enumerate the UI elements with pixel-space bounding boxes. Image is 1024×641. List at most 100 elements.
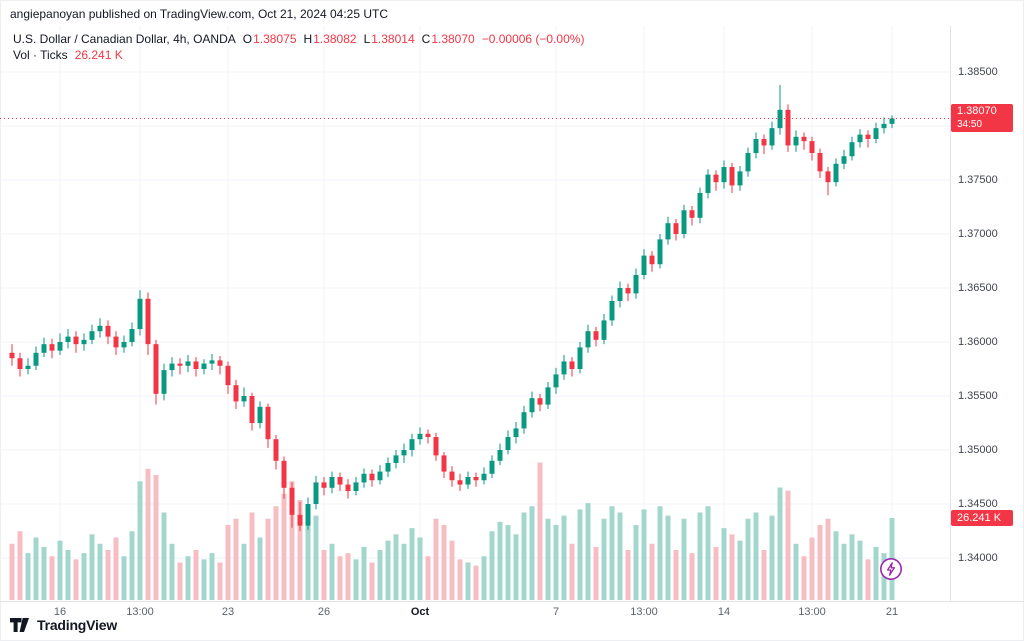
time-tick-label: Oct xyxy=(410,606,430,618)
volume-bar xyxy=(545,518,551,600)
candle-body xyxy=(121,342,127,348)
legend-symbol-row: U.S. Dollar / Canadian Dollar, 4h, OANDA… xyxy=(13,31,584,47)
candle-body xyxy=(169,363,175,371)
volume-bar xyxy=(41,546,47,600)
volume-bar xyxy=(577,509,583,600)
volume-bar xyxy=(193,550,199,600)
time-tick-label: 23 xyxy=(221,606,235,618)
change-value: −0.00006 (−0.00%) xyxy=(481,32,585,46)
candle-body xyxy=(209,360,215,364)
low-value: L 1.38014 xyxy=(363,32,415,46)
candle-body xyxy=(873,128,879,139)
candle-body xyxy=(889,118,895,124)
volume-bar xyxy=(449,540,455,600)
volume-bar xyxy=(777,487,783,600)
candle-body xyxy=(425,433,431,438)
candle-body xyxy=(337,477,343,485)
lightning-marker[interactable] xyxy=(879,557,903,581)
lightning-icon xyxy=(880,558,902,580)
candle-body xyxy=(417,433,423,440)
candle-body xyxy=(665,223,671,240)
brand-name: TradingView xyxy=(37,617,118,633)
candle-body xyxy=(697,192,703,218)
volume-bar xyxy=(561,515,567,600)
candle-body xyxy=(233,385,239,402)
volume-bar xyxy=(473,565,479,600)
volume-bar xyxy=(425,556,431,600)
candle-body xyxy=(225,365,231,386)
candle-body xyxy=(473,477,479,481)
candle-body xyxy=(785,109,791,146)
volume-bar xyxy=(817,525,823,600)
volume-bar xyxy=(321,550,327,600)
candle-body xyxy=(17,358,23,369)
candle-body xyxy=(73,336,79,345)
candle-body xyxy=(105,325,111,337)
volume-bar xyxy=(361,546,367,600)
volume-bar xyxy=(825,518,831,600)
candle-body xyxy=(849,142,855,157)
last-price-badge: 1.38070 34:50 xyxy=(951,104,1013,132)
close-value: C 1.38070 xyxy=(421,32,475,46)
volume-bar xyxy=(873,546,879,600)
volume-bar xyxy=(97,543,103,600)
candle-body xyxy=(513,428,519,438)
volume-bar xyxy=(657,506,663,600)
volume-bar xyxy=(257,537,263,600)
candle-body xyxy=(729,167,735,186)
candle-body xyxy=(129,329,135,342)
volume-bar xyxy=(113,537,119,600)
candle-body xyxy=(745,153,751,172)
candle-body xyxy=(777,109,783,129)
volume-bar xyxy=(273,506,279,600)
volume-bar xyxy=(313,515,319,600)
volume-bar xyxy=(433,518,439,600)
candle-body xyxy=(585,331,591,348)
volume-bar xyxy=(625,550,631,600)
candle-body xyxy=(625,288,631,294)
volume-bar xyxy=(89,534,95,600)
volume-bar xyxy=(57,540,63,600)
time-tick-label: 13:00 xyxy=(126,606,154,618)
volume-bar xyxy=(593,546,599,600)
candle-body xyxy=(345,484,351,492)
candle-body xyxy=(241,396,247,402)
candle-body xyxy=(81,339,87,345)
volume-bar xyxy=(417,537,423,600)
volume-bar xyxy=(833,531,839,600)
time-tick-label: 13:00 xyxy=(630,606,658,618)
candle-body xyxy=(769,128,775,146)
price-tick-label: 1.37000 xyxy=(958,228,998,240)
candle-body xyxy=(633,275,639,294)
volume-label: Vol · Ticks xyxy=(13,48,68,62)
volume-bar xyxy=(393,534,399,600)
candle-body xyxy=(457,480,463,485)
candle-body xyxy=(329,477,335,488)
volume-bar xyxy=(185,556,191,600)
bar-countdown: 34:50 xyxy=(957,119,983,130)
price-tick-label: 1.38500 xyxy=(958,66,998,78)
volume-bar xyxy=(241,543,247,600)
candle-body xyxy=(361,473,367,483)
candle-body xyxy=(753,138,759,153)
candle-body xyxy=(281,460,287,488)
candle-body xyxy=(153,344,159,394)
candle-body xyxy=(561,361,567,375)
candle-body xyxy=(809,141,815,153)
candle-body xyxy=(9,352,15,359)
tradingview-logo[interactable]: TradingView xyxy=(10,617,117,633)
volume-bar xyxy=(161,512,167,600)
candle-body xyxy=(289,487,295,515)
volume-bar xyxy=(513,534,519,600)
candle-body xyxy=(49,344,55,351)
volume-bar xyxy=(25,553,31,600)
candle-body xyxy=(409,439,415,450)
volume-bar xyxy=(65,550,71,600)
volume-bar xyxy=(369,562,375,600)
volume-bar xyxy=(553,525,559,600)
candle-body xyxy=(401,450,407,456)
price-tick-label: 1.37500 xyxy=(958,174,998,186)
candle-body xyxy=(617,288,623,301)
volume-bar xyxy=(585,503,591,600)
